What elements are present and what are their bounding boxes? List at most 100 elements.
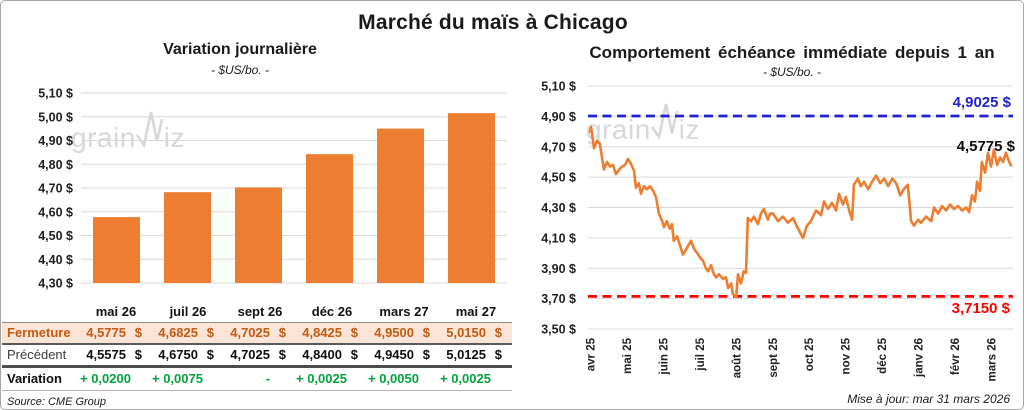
- update-date-note: Mise à jour: mar 31 mars 2026: [847, 392, 1010, 406]
- bar-chart: 4,30 $ 4,40 $ 4,50 $ 4,60 $ 4,70 $ 4,80 $ 4,90…: [38, 87, 507, 291]
- watermark-pulse-icon: [650, 103, 679, 141]
- line-x-tick-label: avr 25: [586, 337, 598, 371]
- price-value: 5,0125: [446, 347, 486, 363]
- bar-mai-27: [448, 113, 495, 283]
- value-cell: + 0,0025: [296, 366, 368, 390]
- line-chart: 3,50 $ 3,70 $ 3,90 $ 4,10 $ 4,30 $ 4,50 $ 4,70…: [541, 80, 1013, 381]
- value-cell: 4,9500 $: [368, 322, 440, 344]
- contract-month-header: mars 27: [379, 304, 429, 320]
- value-cell: 5,0150 $: [440, 322, 512, 344]
- line-x-tick-label: nov 25: [841, 337, 853, 374]
- value-cell: 4,8400 $: [296, 344, 368, 366]
- price-value: 4,9500: [374, 325, 414, 341]
- line-x-tick-label: mars 26: [986, 338, 998, 381]
- futures-table: mai 26 juil 26 sept 26 déc 26 mars 27 mai 27 F…: [2, 302, 512, 391]
- row-label: Variation: [7, 371, 62, 386]
- price-value: -: [265, 371, 270, 386]
- value-cell: 4,5575 $: [80, 344, 152, 366]
- currency-sign: $: [206, 347, 214, 363]
- line-y-tick-label: 4,90 $: [541, 110, 576, 124]
- source-note: Source: CME Group: [7, 396, 107, 408]
- line-y-tick-label: 3,70 $: [541, 292, 576, 306]
- watermark-iz-text: iz: [163, 122, 185, 153]
- bar-mars-27: [377, 128, 424, 283]
- price-value: + 0,0025: [440, 371, 491, 386]
- price-value: 4,7025: [230, 347, 270, 363]
- bar-y-tick-label: 4,90 $: [38, 134, 73, 148]
- contract-month-header: mai 26: [95, 304, 137, 320]
- front-month-panel: Comportement échéance immédiate depuis 1…: [513, 1, 1023, 409]
- currency-sign: $: [278, 325, 286, 341]
- bar-chart-unit: - $US/bo. -: [210, 63, 270, 77]
- support-value-label: 3,7150 $: [951, 300, 1010, 317]
- value-cell: + 0,0050: [368, 366, 440, 390]
- line-y-tick-label: 4,10 $: [541, 231, 576, 245]
- currency-sign: $: [134, 347, 142, 363]
- bar-déc-26: [306, 154, 353, 283]
- line-chart-unit: - $US/bo. -: [762, 65, 822, 79]
- table-row-precedent: Précédent 4,5575 $4,6750 $4,7025 $4,8400 $4,9…: [2, 344, 512, 366]
- front-month-price-line: [588, 125, 1013, 299]
- currency-sign: $: [350, 325, 358, 341]
- bar-y-tick-label: 5,00 $: [38, 110, 73, 124]
- bar-y-tick-label: 4,30 $: [38, 277, 73, 291]
- currency-sign: $: [134, 325, 142, 341]
- currency-sign: $: [278, 347, 286, 363]
- value-cell: 4,7025 $: [224, 344, 296, 366]
- price-value: 4,7025: [230, 325, 270, 341]
- bar-y-tick-label: 4,50 $: [38, 229, 73, 243]
- value-cell: 4,8425 $: [296, 322, 368, 344]
- price-value: 4,5775: [86, 325, 126, 341]
- value-cell: 4,7025 $: [224, 322, 296, 344]
- line-x-tick-label: déc 25: [877, 337, 889, 373]
- watermark-iz-text: iz: [678, 114, 700, 145]
- contract-month-header: déc 26: [311, 304, 353, 320]
- row-label: Fermeture: [7, 325, 71, 341]
- line-x-tick-label: févr 26: [950, 338, 962, 375]
- line-y-tick-label: 4,70 $: [541, 140, 576, 154]
- price-value: + 0,0200: [80, 371, 131, 386]
- currency-sign: $: [206, 325, 214, 341]
- table-row-fermeture: Fermeture 4,5775 $4,6825 $4,7025 $4,8425 $4,9…: [2, 322, 512, 344]
- price-value: 4,8425: [302, 325, 342, 341]
- value-cell: 4,5775 $: [80, 322, 152, 344]
- line-y-tick-label: 3,90 $: [541, 262, 576, 276]
- contract-month-header: juil 26: [169, 304, 207, 320]
- page-title: Marché du maïs à Chicago: [358, 11, 628, 34]
- line-x-tick-label: juin 25: [658, 337, 670, 375]
- line-y-tick-label: 4,30 $: [541, 201, 576, 215]
- grainwiz-watermark: grain iz: [71, 109, 185, 154]
- value-cell: + 0,0075: [152, 366, 224, 390]
- price-value: 4,5575: [86, 347, 126, 363]
- bar-mai-26: [93, 217, 140, 283]
- line-x-tick-label: juil 25: [695, 337, 707, 371]
- value-cell: -: [224, 366, 296, 390]
- watermark-grain-text: grain: [71, 122, 136, 153]
- daily-variation-panel: Variation journalière - $US/bo. - grain i…: [1, 1, 513, 409]
- currency-sign: $: [494, 347, 502, 363]
- value-cell: 4,6750 $: [152, 344, 224, 366]
- price-value: 4,6750: [158, 347, 198, 363]
- bar-y-tick-label: 5,10 $: [38, 87, 73, 101]
- line-y-tick-label: 5,10 $: [541, 80, 576, 94]
- contract-month-header: sept 26: [237, 304, 283, 320]
- bar-y-tick-label: 4,60 $: [38, 205, 73, 219]
- bar-chart-title: Variation journalière: [163, 41, 317, 58]
- bar-juil-26: [164, 192, 211, 283]
- line-x-tick-label: sept 25: [768, 337, 780, 377]
- table-row-variation: Variation + 0,0200 + 0,0075 - + 0,0025 + 0,00…: [2, 366, 512, 390]
- line-y-tick-label: 4,50 $: [541, 171, 576, 185]
- price-value: 5,0150: [446, 325, 486, 341]
- price-value: 4,8400: [302, 347, 342, 363]
- resistance-value-label: 4,9025 $: [952, 94, 1011, 111]
- line-x-tick-label: oct 25: [804, 337, 816, 371]
- line-chart-title: Comportement échéance immédiate depuis 1…: [589, 43, 995, 62]
- currency-sign: $: [422, 347, 430, 363]
- value-cell: + 0,0025: [440, 366, 512, 390]
- last-price-label: 4,5775 $: [956, 138, 1015, 155]
- line-y-tick-label: 3,50 $: [541, 323, 576, 337]
- price-value: + 0,0075: [152, 371, 203, 386]
- table-corner-cell: [2, 302, 80, 322]
- value-cell: 4,9450 $: [368, 344, 440, 366]
